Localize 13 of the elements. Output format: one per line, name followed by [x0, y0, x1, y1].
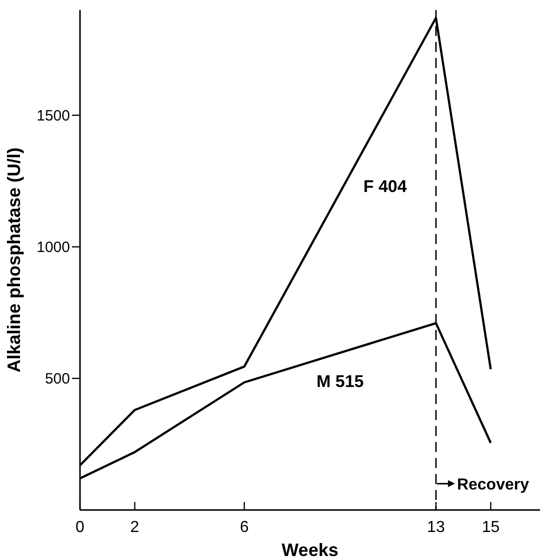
- y-tick-label: 1500: [36, 108, 70, 125]
- x-tick-label: 15: [482, 519, 500, 536]
- x-tick-label: 6: [240, 519, 249, 536]
- x-tick-label: 13: [427, 519, 445, 536]
- y-axis-title: Alkaline phosphatase (U/l): [4, 147, 24, 373]
- x-tick-label: 2: [130, 519, 140, 536]
- x-tick-label: 0: [76, 519, 85, 536]
- y-tick-label: 500: [44, 370, 70, 388]
- y-tick-label: 1000: [36, 239, 70, 256]
- series-label: F 404: [363, 177, 408, 196]
- annotation: Recovery: [456, 476, 530, 494]
- x-axis-title: Weeks: [282, 540, 338, 560]
- series-label: M 515: [316, 372, 364, 391]
